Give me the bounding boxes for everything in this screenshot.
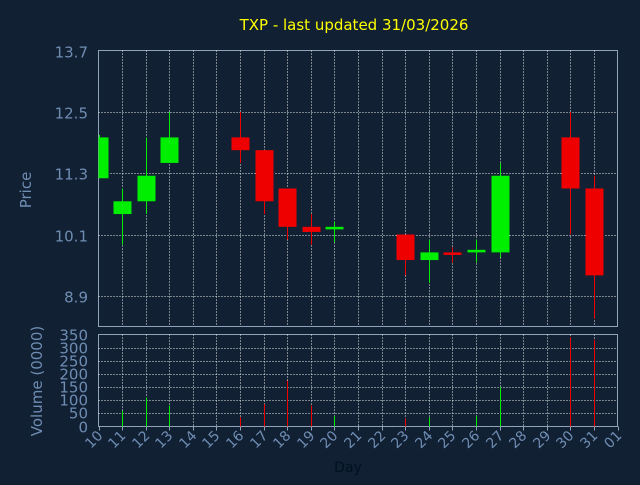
volume-grid xyxy=(98,334,618,427)
candle-body xyxy=(585,188,604,276)
volume-y-tick-label: 50 xyxy=(69,405,88,423)
candle-body xyxy=(160,137,179,163)
chart-title: TXP - last updated 31/03/2026 xyxy=(239,16,469,34)
volume-y-tick-label: 300 xyxy=(59,340,88,358)
candle-body xyxy=(420,252,439,261)
price-axis-label: Price xyxy=(17,172,35,209)
volume-axis-label: Volume (0000) xyxy=(28,326,46,436)
volume-y-tick-label: 200 xyxy=(59,366,88,384)
candle-body xyxy=(443,252,462,255)
volume-y-tick-label: 350 xyxy=(59,327,88,345)
volume-series xyxy=(122,337,595,427)
candlestick-series xyxy=(98,111,604,319)
candle-body xyxy=(396,234,415,261)
price-y-tick-label: 11.3 xyxy=(55,166,88,184)
price-y-tick-label: 8.9 xyxy=(64,289,88,307)
price-y-tick-label: 13.7 xyxy=(55,44,88,62)
price-y-tick-labels: 13.7 12.5 11.3 10.1 8.9 xyxy=(55,44,88,307)
candle-body xyxy=(137,175,156,202)
candle-body xyxy=(113,201,132,215)
candle-body xyxy=(278,188,297,227)
candle-body xyxy=(467,249,486,253)
price-y-tick-label: 10.1 xyxy=(55,228,88,246)
candle-body xyxy=(325,226,344,230)
volume-y-tick-label: 250 xyxy=(59,353,88,371)
volume-y-tick-label: 150 xyxy=(59,379,88,397)
price-y-tick-label: 12.5 xyxy=(55,105,88,123)
candle-body xyxy=(302,226,321,232)
x-tick-labels: 10 11 12 13 14 15 16 17 18 19 20 21 22 23 24 25 26 27 28 29… xyxy=(82,426,625,452)
candle-body xyxy=(255,150,274,202)
candle-body xyxy=(98,137,109,179)
candle-body xyxy=(561,137,580,189)
volume-y-tick-label: 0 xyxy=(78,419,88,437)
x-axis-label: Day xyxy=(334,460,362,476)
volume-y-tick-label: 100 xyxy=(59,392,88,410)
candle-body xyxy=(231,137,250,151)
candle-body xyxy=(491,175,510,253)
